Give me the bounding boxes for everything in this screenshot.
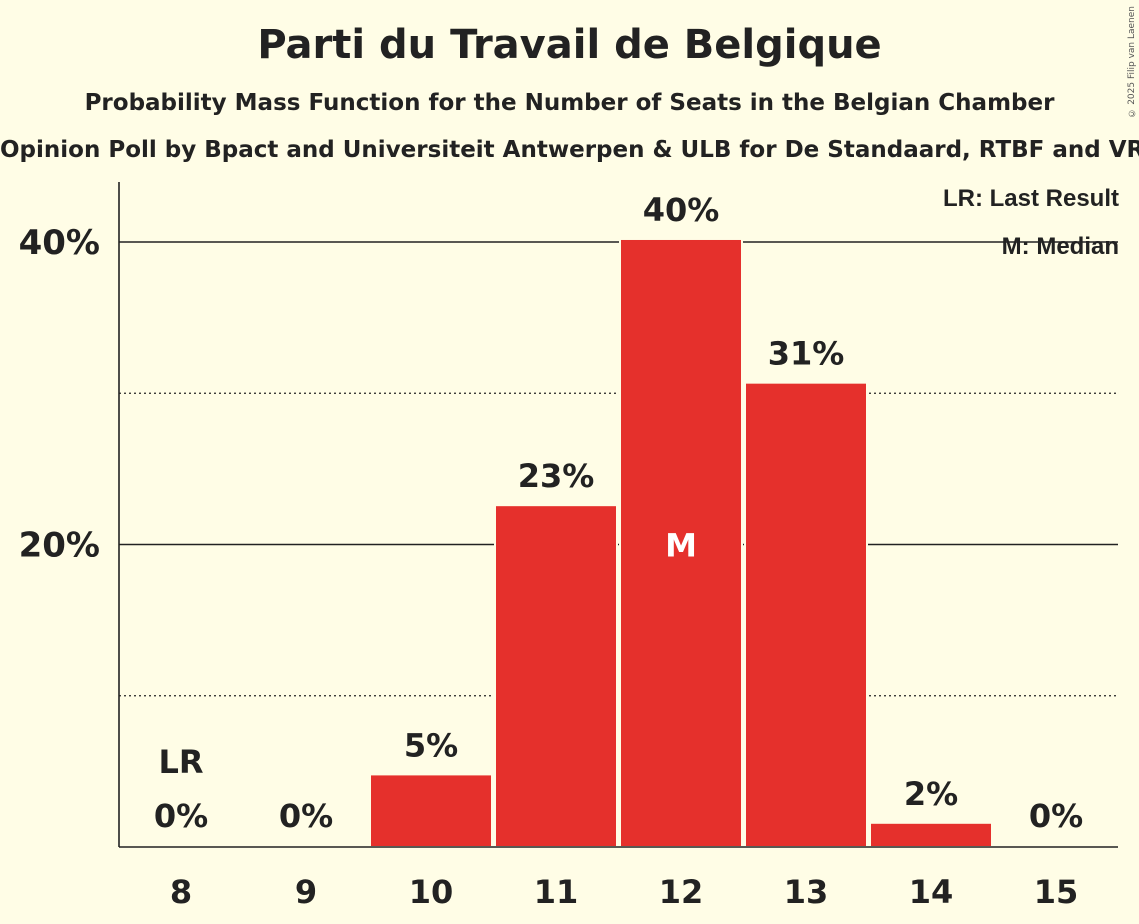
x-tick-label: 14 <box>909 873 954 911</box>
bar-10 <box>369 773 493 849</box>
chart-title: Parti du Travail de Belgique <box>257 22 882 68</box>
y-tick-label: 20% <box>19 526 100 566</box>
x-tick-label: 12 <box>659 873 704 911</box>
last-result-marker: LR <box>158 743 203 781</box>
y-tick-label: 40% <box>19 223 100 263</box>
x-tick-label: 13 <box>784 873 829 911</box>
chart-subtitle: Probability Mass Function for the Number… <box>84 90 1055 116</box>
value-label: 31% <box>768 335 845 373</box>
bar-12 <box>619 237 743 849</box>
value-label: 0% <box>154 797 208 835</box>
legend-median: M: Median <box>1001 233 1119 260</box>
x-tick-label: 10 <box>409 873 454 911</box>
x-tick-label: 8 <box>170 873 192 911</box>
bar-11 <box>494 504 618 848</box>
poll-description: Opinion Poll by Bpact and Universiteit A… <box>0 137 1139 163</box>
x-tick-label: 11 <box>534 873 579 911</box>
value-label: 2% <box>904 775 958 813</box>
median-marker: M <box>665 527 697 565</box>
value-label: 5% <box>404 726 458 764</box>
legend-last-result: LR: Last Result <box>942 185 1119 212</box>
value-label: 23% <box>518 457 595 495</box>
bar-14 <box>869 821 993 848</box>
value-label: 40% <box>643 191 720 229</box>
value-label: 0% <box>1029 797 1083 835</box>
x-tick-label: 15 <box>1034 873 1079 911</box>
bar-13 <box>744 381 868 848</box>
x-tick-label: 9 <box>295 873 317 911</box>
value-label: 0% <box>279 797 333 835</box>
